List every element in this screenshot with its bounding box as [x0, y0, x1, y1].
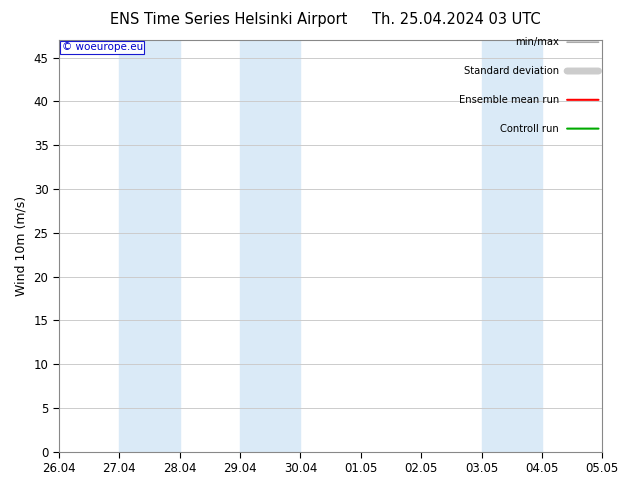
Text: ENS Time Series Helsinki Airport: ENS Time Series Helsinki Airport	[110, 12, 347, 27]
Text: © woeurope.eu: © woeurope.eu	[61, 42, 143, 52]
Bar	[240, 40, 301, 452]
Bar	[482, 40, 542, 452]
Text: min/max: min/max	[515, 37, 559, 47]
Text: Th. 25.04.2024 03 UTC: Th. 25.04.2024 03 UTC	[372, 12, 541, 27]
Text: Controll run: Controll run	[500, 123, 559, 134]
Bar	[119, 40, 179, 452]
Text: Standard deviation: Standard deviation	[463, 66, 559, 76]
Text: Ensemble mean run: Ensemble mean run	[458, 95, 559, 105]
Y-axis label: Wind 10m (m/s): Wind 10m (m/s)	[15, 196, 28, 296]
